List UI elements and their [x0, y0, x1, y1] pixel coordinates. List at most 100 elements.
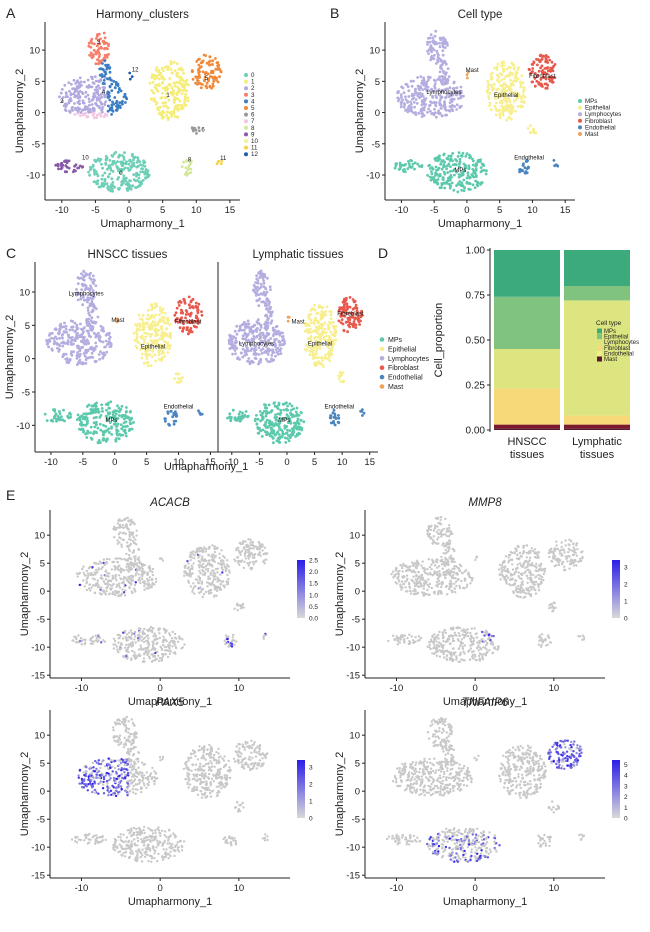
umap-point	[151, 306, 155, 309]
umap-point	[208, 562, 211, 565]
umap-point	[425, 80, 428, 84]
umap-point	[100, 75, 104, 79]
legend-a-label: 7	[251, 118, 255, 125]
umap-point	[115, 437, 118, 440]
umap-point	[66, 414, 69, 418]
umap-point	[426, 174, 429, 177]
umap-point	[442, 153, 446, 157]
umap-point	[221, 568, 225, 571]
umap-point	[133, 564, 136, 567]
umap-point	[235, 548, 238, 552]
umap-point	[267, 303, 271, 306]
umap-point	[214, 578, 217, 581]
cluster-label: Endothelial	[325, 405, 355, 411]
umap-point	[236, 556, 240, 559]
umap-point	[62, 330, 66, 333]
umap-point	[286, 319, 290, 323]
umap-point	[259, 335, 263, 339]
d-x-tick-label: HNSCC	[507, 436, 546, 448]
umap-point	[334, 338, 338, 342]
umap-point	[269, 421, 273, 424]
umap-point	[111, 170, 115, 173]
umap-point	[242, 606, 245, 609]
umap-point	[176, 108, 179, 111]
umap-point	[165, 92, 168, 96]
umap-point	[123, 585, 126, 588]
umap-point	[295, 414, 298, 417]
umap-point	[120, 427, 124, 431]
umap-point	[438, 99, 442, 102]
umap-point	[212, 559, 215, 563]
umap-point	[82, 571, 85, 575]
umap-point	[128, 631, 131, 634]
umap-point	[440, 78, 443, 82]
umap-point	[508, 105, 512, 109]
umap-point	[256, 318, 260, 322]
umap-point	[352, 320, 356, 324]
umap-point	[154, 580, 158, 583]
umap-point	[183, 95, 187, 99]
umap-point	[430, 170, 433, 173]
umap-point	[198, 591, 201, 594]
umap-point	[103, 103, 107, 107]
umap-point	[102, 329, 106, 333]
umap-point	[92, 92, 96, 96]
y-tick-label: 5	[35, 77, 40, 88]
umap-point	[539, 66, 542, 70]
umap-point	[107, 583, 111, 586]
umap-point	[169, 62, 173, 66]
umap-point	[76, 298, 80, 302]
umap-point	[130, 75, 134, 78]
umap-point	[108, 70, 112, 74]
umap-point	[272, 402, 276, 405]
x-tick-label: -5	[79, 457, 87, 468]
umap-point	[94, 407, 98, 411]
umap-point	[272, 441, 275, 445]
umap-point	[440, 95, 444, 99]
umap-point	[62, 408, 65, 412]
umap-point	[255, 274, 258, 278]
umap-point	[536, 63, 539, 67]
umap-point	[93, 158, 97, 162]
d-y-tick-label: 0.00	[466, 426, 486, 437]
umap-point	[233, 329, 237, 333]
umap-point	[128, 553, 131, 557]
umap-point	[471, 183, 475, 187]
umap-point	[521, 169, 525, 173]
umap-point	[113, 409, 117, 413]
umap-point	[119, 570, 123, 573]
umap-point	[160, 96, 164, 99]
umap-point	[256, 427, 260, 430]
umap-point	[441, 53, 445, 57]
umap-point	[69, 97, 72, 100]
umap-point	[201, 573, 205, 576]
umap-point	[103, 353, 107, 356]
umap-point	[141, 577, 144, 581]
umap-point	[441, 49, 445, 53]
umap-point	[256, 417, 260, 421]
umap-point	[292, 414, 296, 418]
umap-point	[57, 350, 61, 353]
umap-point	[157, 73, 161, 77]
umap-point	[308, 327, 312, 331]
umap-point	[451, 87, 455, 90]
umap-point	[185, 83, 189, 86]
umap-point	[95, 401, 98, 405]
umap-point	[194, 551, 197, 554]
umap-point	[201, 555, 204, 558]
umap-point	[314, 335, 318, 339]
umap-point	[135, 332, 139, 336]
umap-point	[100, 73, 104, 76]
umap-point	[215, 78, 218, 82]
umap-point	[524, 170, 528, 173]
umap-point	[465, 152, 469, 156]
umap-point	[85, 338, 89, 342]
umap-point	[261, 347, 265, 351]
umap-point	[143, 331, 147, 335]
umap-point	[137, 176, 141, 180]
umap-point	[254, 545, 258, 548]
umap-point	[494, 113, 498, 117]
umap-point	[108, 335, 112, 339]
umap-point	[213, 547, 216, 551]
d-x-tick-label: tissues	[510, 449, 545, 461]
